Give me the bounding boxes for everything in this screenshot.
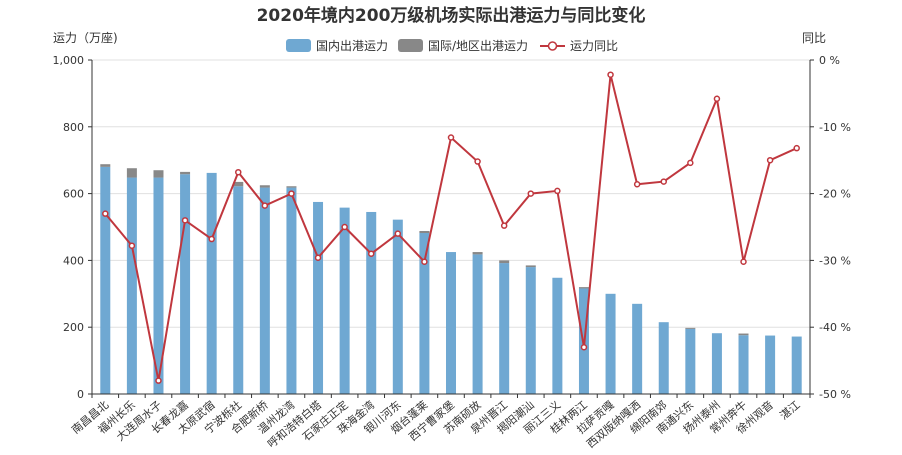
yoy-point xyxy=(341,223,348,231)
yoy-point xyxy=(527,190,535,197)
yoy-point xyxy=(447,134,455,141)
bar-domestic xyxy=(126,177,137,394)
bar-international xyxy=(259,185,270,188)
bar-domestic xyxy=(392,219,403,394)
bar-domestic xyxy=(286,187,297,394)
bar-international xyxy=(499,260,510,264)
bar-international xyxy=(738,333,749,336)
bar-domestic xyxy=(339,207,350,394)
yoy-point xyxy=(128,242,136,249)
yoy-point xyxy=(766,156,774,164)
yoy-point xyxy=(633,180,641,188)
yoy-point xyxy=(235,168,242,176)
right-tick-label: -30 % xyxy=(819,254,851,267)
yoy-point xyxy=(740,258,747,265)
left-axis-label: 运力（万座) xyxy=(53,30,118,45)
yoy-point xyxy=(102,210,109,217)
bar-domestic xyxy=(765,335,776,394)
legend-label: 国内出港运力 xyxy=(316,39,388,53)
bar-international xyxy=(578,287,589,289)
yoy-point xyxy=(208,235,215,243)
bar-domestic xyxy=(552,277,563,394)
bar-domestic xyxy=(180,174,191,394)
yoy-point xyxy=(421,258,428,265)
right-tick-label: 0 % xyxy=(819,54,840,67)
bar-international xyxy=(286,186,297,188)
bar-domestic xyxy=(472,254,483,394)
yoy-point xyxy=(554,187,561,195)
chart-title: 2020年境内200万级机场实际出港运力与同比变化 xyxy=(257,5,646,26)
bar-domestic xyxy=(738,335,749,394)
bar-domestic xyxy=(525,267,536,394)
legend-swatch xyxy=(286,39,311,52)
bar-domestic xyxy=(711,333,722,394)
yoy-point xyxy=(155,377,162,384)
yoy-point xyxy=(288,190,295,197)
right-tick-label: -20 % xyxy=(819,188,851,201)
bar-domestic xyxy=(685,328,696,394)
bar-domestic xyxy=(499,263,510,394)
bar-domestic xyxy=(419,233,430,394)
bar-domestic xyxy=(313,201,324,394)
left-tick-label: 0 xyxy=(77,388,84,401)
bar-domestic xyxy=(259,187,270,394)
bar-international xyxy=(100,164,111,167)
yoy-point xyxy=(713,95,721,102)
bar-international xyxy=(525,265,536,268)
bar-domestic xyxy=(632,303,643,394)
bar-international xyxy=(472,252,483,255)
bar-international xyxy=(126,168,137,178)
legend-swatch-marker xyxy=(547,41,558,51)
right-tick-label: -10 % xyxy=(819,121,851,134)
legend: 国内出港运力 国际/地区出港运力 运力同比 xyxy=(286,39,618,53)
bar-domestic xyxy=(153,177,164,394)
yoy-point xyxy=(660,178,667,185)
left-tick-label: 200 xyxy=(63,321,84,334)
x-tick-label: 湛江 xyxy=(777,398,802,422)
legend-label: 运力同比 xyxy=(570,39,618,53)
yoy-point xyxy=(580,343,588,351)
bar-domestic xyxy=(446,252,456,394)
left-tick-label: 800 xyxy=(63,121,84,134)
bar-domestic xyxy=(233,186,244,394)
left-tick-label: 600 xyxy=(63,188,84,201)
yoy-point xyxy=(474,158,481,165)
right-tick-label: -40 % xyxy=(819,321,851,334)
bar-international xyxy=(233,181,244,187)
bar-international xyxy=(180,171,191,175)
bar-international xyxy=(419,231,430,234)
right-tick-label: -50 % xyxy=(819,388,851,401)
bar-domestic xyxy=(366,211,377,394)
yoy-point xyxy=(607,71,614,78)
yoy-point xyxy=(394,230,402,237)
yoy-point xyxy=(793,144,800,152)
right-axis-label: 同比 xyxy=(802,31,826,45)
bar-international xyxy=(685,327,696,329)
yoy-point xyxy=(367,250,375,257)
left-tick-label: 1,000 xyxy=(53,54,85,67)
bar-international xyxy=(153,170,164,178)
legend-label: 国际/地区出港运力 xyxy=(428,39,528,53)
bar-domestic xyxy=(605,293,616,394)
yoy-point xyxy=(687,159,694,167)
yoy-point xyxy=(261,202,269,209)
bar-domestic xyxy=(100,166,111,394)
bar-series xyxy=(100,164,802,394)
yoy-point xyxy=(314,254,322,261)
yoy-point xyxy=(500,222,508,229)
left-tick-label: 400 xyxy=(63,254,84,267)
bar-domestic xyxy=(658,322,669,394)
yoy-point xyxy=(181,217,189,224)
bar-domestic xyxy=(206,172,217,394)
bar-domestic xyxy=(791,336,802,394)
line-series xyxy=(102,71,800,384)
legend-swatch xyxy=(398,39,423,52)
